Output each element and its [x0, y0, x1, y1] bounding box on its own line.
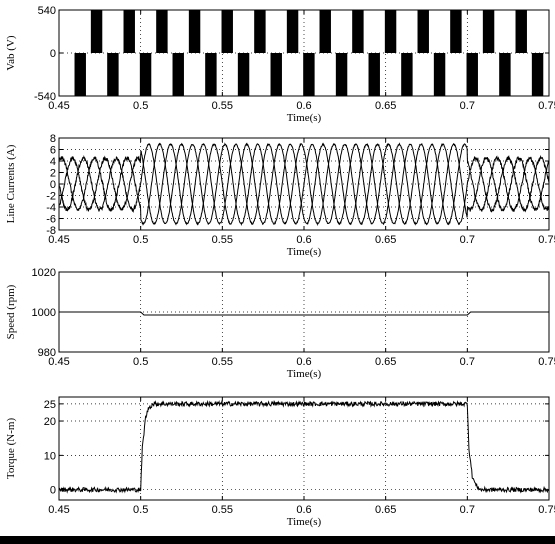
y-tick-label: 6	[50, 145, 56, 157]
x-tick-label: 0.75	[538, 234, 555, 246]
x-axis-title: Time(s)	[287, 516, 322, 528]
vab-positive-pulse	[123, 10, 135, 53]
x-tick-label: 0.55	[212, 100, 233, 112]
panel-4: 0.45 0.5 0.55 0.6 0.65 0.7 0.75 25 20 10 0 Time(s) T…	[5, 396, 555, 528]
vab-negative-pulse	[205, 53, 217, 96]
x-tick-label: 0.5	[133, 234, 148, 246]
y-tick-label: 1000	[32, 307, 56, 319]
y-axis-title: Vab (V)	[5, 35, 17, 70]
current-phase-3	[58, 142, 550, 227]
bottom-strip	[0, 536, 555, 544]
vab-negative-pulse	[74, 53, 86, 96]
panel-3: 0.45 0.5 0.55 0.6 0.65 0.7 0.75 1020 1000 980 Time…	[5, 267, 555, 380]
x-tick-label: 0.75	[538, 356, 555, 368]
vab-positive-pulse	[254, 10, 266, 53]
vab-negative-pulse	[303, 53, 315, 96]
vab-negative-pulse	[466, 53, 478, 96]
x-tick-label: 0.5	[133, 100, 148, 112]
y-tick-label: 10	[44, 450, 56, 462]
y-tick-label: 20	[44, 416, 56, 428]
vab-negative-pulse	[172, 53, 184, 96]
x-tick-label: 0.65	[375, 234, 396, 246]
vab-positive-pulse	[188, 10, 201, 53]
vab-positive-pulse	[417, 10, 429, 53]
y-tick-label: -2	[46, 191, 56, 203]
vab-negative-pulse	[107, 53, 119, 96]
x-tick-label: 0.7	[460, 356, 475, 368]
y-axis-title: Line Currents (A)	[5, 144, 17, 223]
x-tick-label: 0.7	[460, 100, 475, 112]
x-tick-label: 0.45	[48, 234, 69, 246]
vab-positive-pulse	[319, 10, 331, 53]
y-tick-label: 0	[50, 48, 56, 60]
x-tick-label: 0.75	[538, 100, 555, 112]
x-tick-label: 0.6	[296, 100, 311, 112]
y-tick-label: 25	[44, 399, 56, 411]
y-tick-label: 8	[50, 133, 56, 145]
vab-negative-pulse	[531, 53, 544, 96]
x-axis-title: Time(s)	[287, 112, 322, 124]
vab-positive-pulse	[286, 10, 299, 53]
x-tick-label: 0.65	[375, 356, 396, 368]
x-tick-label: 0.6	[296, 504, 311, 516]
x-tick-label: 0.45	[48, 100, 69, 112]
y-tick-label: -540	[34, 91, 56, 103]
x-tick-label: 0.45	[48, 504, 69, 516]
x-tick-label: 0.5	[133, 504, 148, 516]
vab-positive-pulse	[352, 10, 364, 53]
vab-negative-pulse	[401, 53, 413, 96]
vab-negative-pulse	[335, 53, 348, 96]
vab-negative-pulse	[270, 53, 282, 96]
x-tick-label: 0.55	[212, 356, 233, 368]
x-tick-label: 0.7	[460, 504, 475, 516]
y-tick-label: 0	[50, 179, 56, 191]
vab-positive-pulse	[221, 10, 233, 53]
vab-positive-pulse	[90, 10, 103, 53]
vab-negative-pulse	[368, 53, 380, 96]
y-tick-label: 4	[50, 156, 56, 168]
y-tick-label: 1020	[32, 267, 56, 279]
y-tick-label: 2	[50, 168, 56, 180]
x-axis-title: Time(s)	[287, 246, 322, 258]
x-tick-label: 0.45	[48, 356, 69, 368]
current-phase-1	[58, 142, 550, 226]
y-tick-label: 0	[50, 485, 56, 497]
x-tick-label: 0.75	[538, 504, 555, 516]
x-tick-label: 0.65	[375, 504, 396, 516]
x-tick-label: 0.55	[212, 234, 233, 246]
x-tick-label: 0.55	[212, 504, 233, 516]
vab-pulses	[74, 10, 544, 96]
vab-negative-pulse	[237, 53, 250, 96]
y-tick-label: -6	[46, 214, 56, 226]
x-tick-label: 0.7	[460, 234, 475, 246]
speed-trace	[59, 311, 549, 316]
y-tick-label: -4	[46, 202, 56, 214]
vab-positive-pulse	[156, 10, 168, 53]
y-tick-label: -8	[46, 225, 56, 237]
y-axis-title: Torque (N-m)	[5, 418, 17, 480]
x-tick-label: 0.65	[375, 100, 396, 112]
y-tick-label: 540	[38, 5, 56, 17]
current-phase-2	[58, 142, 550, 227]
panel-1: 0.45 0.5 0.55 0.6 0.65 0.7 0.75 540 0 -540 Time(s)…	[5, 5, 555, 124]
vab-positive-pulse	[450, 10, 462, 53]
vab-negative-pulse	[499, 53, 511, 96]
vab-positive-pulse	[515, 10, 527, 53]
x-tick-label: 0.5	[133, 356, 148, 368]
y-axis-title: Speed (rpm)	[5, 284, 17, 339]
vab-negative-pulse	[433, 53, 446, 96]
vab-negative-pulse	[139, 53, 152, 96]
x-tick-label: 0.6	[296, 234, 311, 246]
y-tick-label: 980	[38, 347, 56, 359]
vab-positive-pulse	[384, 10, 397, 53]
torque-trace	[58, 399, 550, 494]
x-axis-title: Time(s)	[287, 368, 322, 380]
vab-positive-pulse	[482, 10, 495, 53]
x-tick-label: 0.6	[296, 356, 311, 368]
